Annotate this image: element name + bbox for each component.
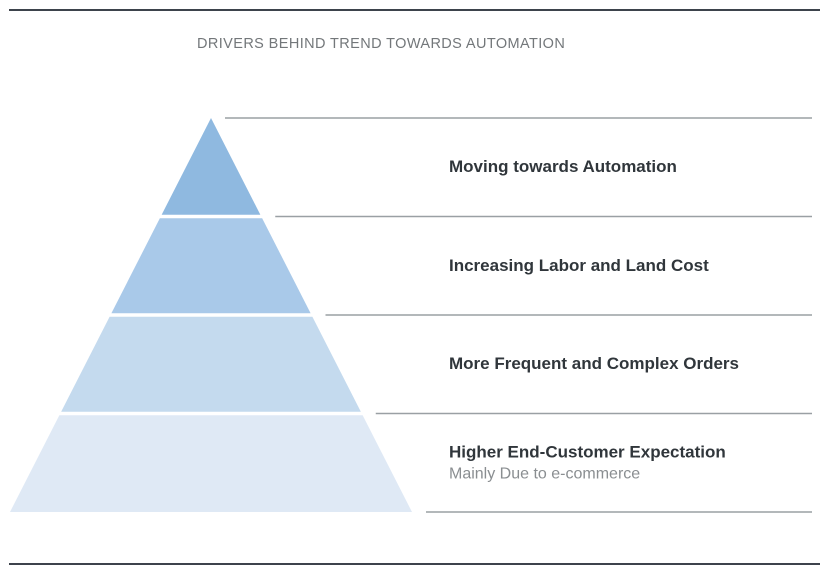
layer-label: Increasing Labor and Land Cost — [449, 256, 709, 275]
pyramid-layer-1 — [161, 118, 261, 215]
layer-label: More Frequent and Complex Orders — [449, 354, 739, 373]
layer-label-row: More Frequent and Complex Orders — [449, 353, 739, 375]
layer-label-row: Increasing Labor and Land Cost — [449, 255, 709, 277]
pyramid-layer-2 — [111, 218, 311, 314]
pyramid-layer-3 — [61, 316, 361, 412]
layer-label-row: Higher End-Customer Expectation Mainly D… — [449, 442, 726, 485]
top-rule — [9, 9, 820, 11]
layer-label: Higher End-Customer Expectation — [449, 442, 726, 462]
layer-label: Moving towards Automation — [449, 157, 677, 176]
layer-label-row: Moving towards Automation — [449, 156, 677, 178]
page-title: DRIVERS BEHIND TREND TOWARDS AUTOMATION — [197, 36, 566, 52]
pyramid-layer-4 — [10, 415, 412, 512]
layer-sublabel: Mainly Due to e-commerce — [449, 465, 641, 483]
bottom-rule — [9, 563, 820, 565]
